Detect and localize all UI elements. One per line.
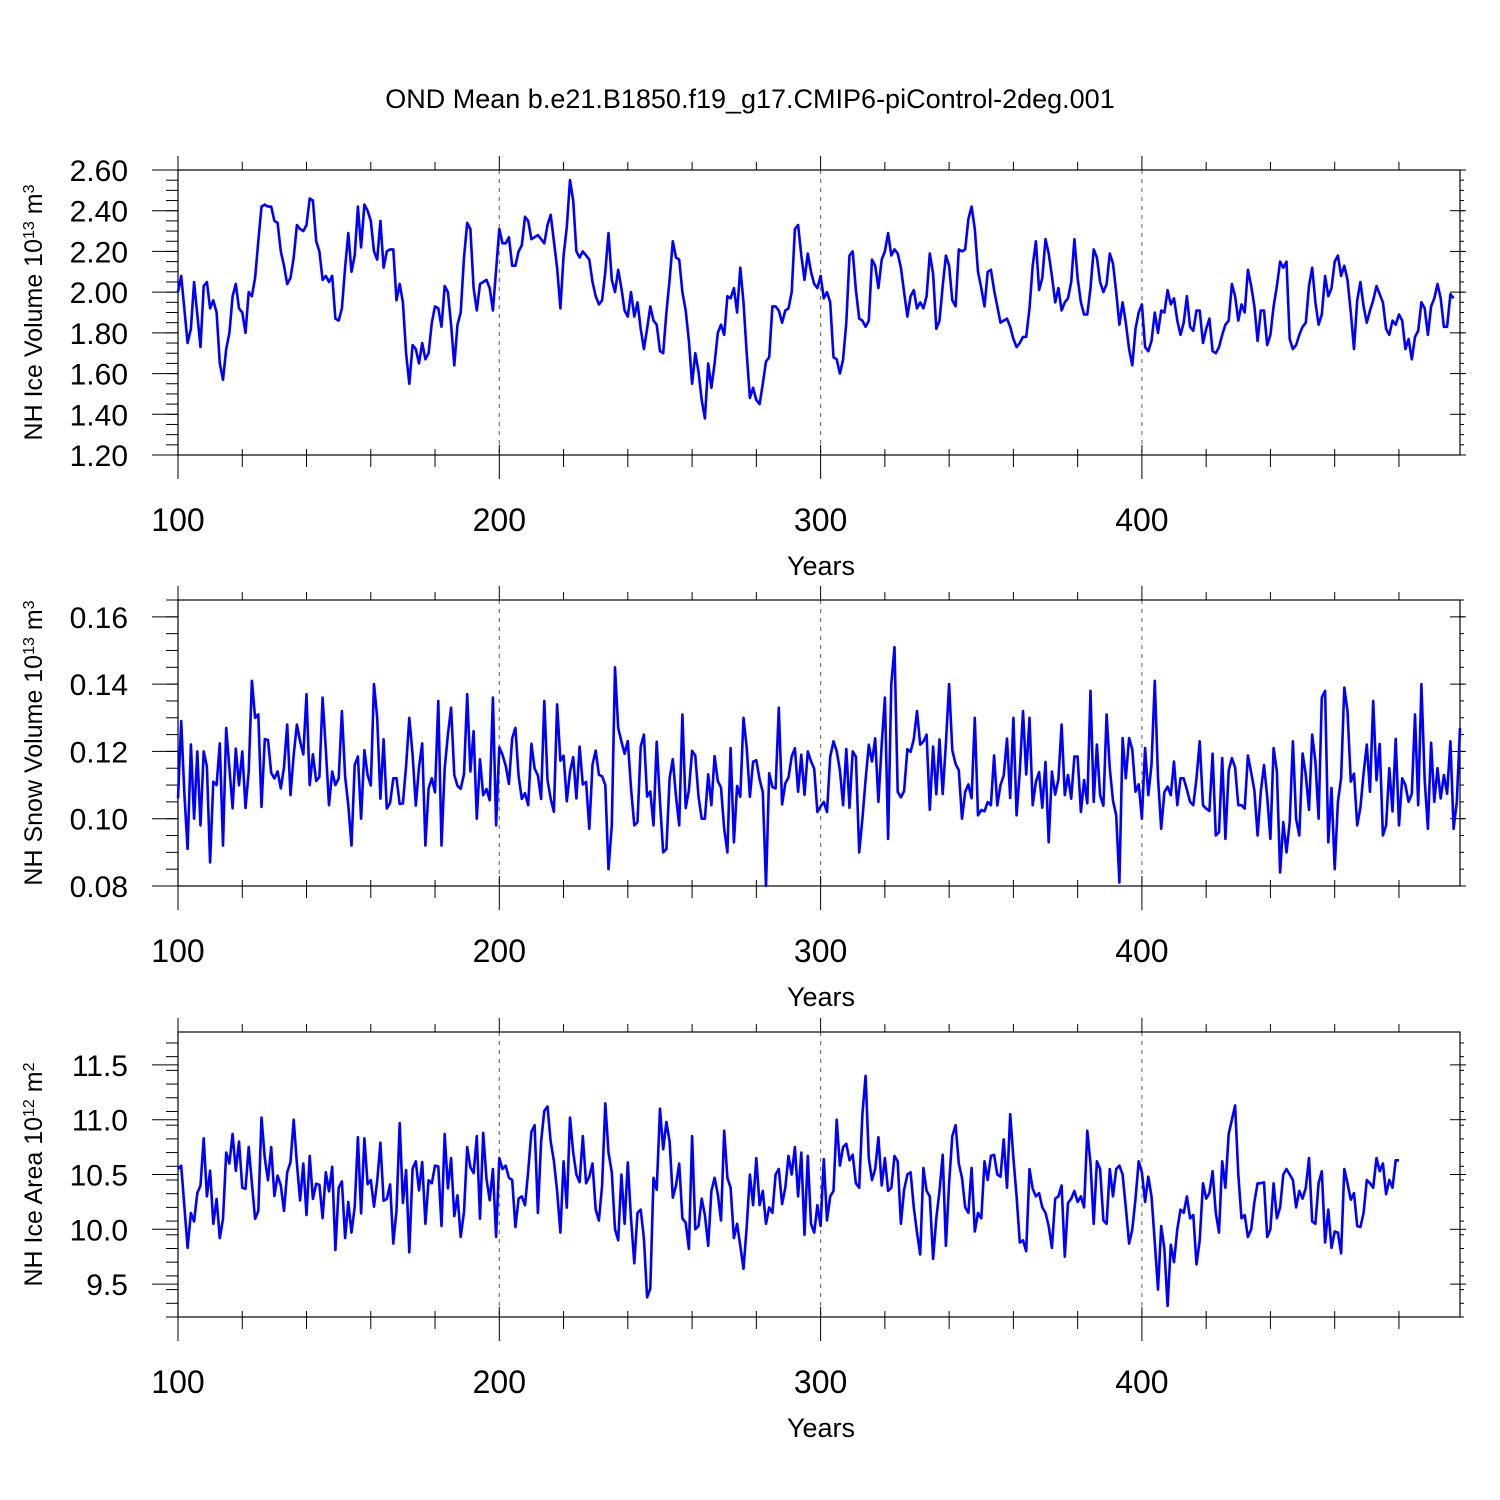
x-tick-label: 200 (473, 933, 526, 969)
y-axis-unit-power: 3 (21, 600, 38, 609)
y-axis-unit-exponent: 13 (21, 221, 38, 239)
y-axis-unit-power: 2 (21, 1062, 38, 1071)
y-tick-label: 2.00 (70, 277, 128, 310)
y-tick-label: 0.10 (70, 804, 128, 837)
plot-frame (177, 1031, 1461, 1318)
y-tick-label: 0.12 (70, 736, 128, 769)
y-tick-label: 2.40 (70, 196, 128, 229)
x-axis-label: Years (787, 1413, 855, 1443)
y-tick-label: 0.16 (70, 602, 128, 635)
x-tick-label: 300 (794, 502, 847, 538)
y-tick-label: 0.14 (70, 669, 128, 702)
plot-frame (177, 599, 1461, 887)
x-tick-label: 300 (794, 933, 847, 969)
y-axis-spacer (20, 1092, 48, 1099)
y-tick-label: 2.20 (70, 236, 128, 269)
x-tick-label: 100 (151, 1364, 204, 1400)
y-axis-spacer (20, 630, 48, 637)
y-tick-label: 10.0 (70, 1214, 128, 1247)
y-tick-label: 1.60 (70, 359, 128, 392)
y-axis-label-name: NH Snow Volume (20, 683, 48, 886)
y-axis-unit-exponent: 12 (21, 1099, 38, 1117)
chart-title: OND Mean b.e21.B1850.f19_g17.CMIP6-piCon… (385, 84, 1114, 114)
y-axis-unit-base: 10 (20, 1117, 48, 1145)
y-axis-unit-power: 3 (21, 184, 38, 193)
y-axis-unit-base: 10 (20, 239, 48, 267)
x-axis-label: Years (787, 551, 855, 581)
y-axis-unit: m (20, 609, 48, 630)
y-tick-label: 10.5 (70, 1160, 128, 1193)
y-tick-label: 11.0 (72, 1105, 128, 1138)
y-tick-label: 0.08 (70, 871, 128, 904)
y-axis-label: NH Snow Volume 1013 m3 (20, 600, 48, 885)
chart-panel-2: 100 200 300 400 0.08 0.10 0.12 0.14 0.16 Years NH … (20, 586, 1466, 1012)
x-tick-label: 400 (1115, 502, 1168, 538)
y-tick-label: 11.5 (72, 1050, 128, 1083)
chart-panels: 100 200 300 400 1.20 1.40 1.60 1.80 2.00 2.20 2.40… (20, 155, 1466, 1443)
x-tick-label: 100 (151, 933, 204, 969)
y-axis-unit: m (20, 193, 48, 214)
y-tick-label: 1.40 (70, 399, 128, 432)
series-line-1 (176, 178, 1455, 420)
y-axis-label-name: NH Ice Area (20, 1145, 48, 1287)
y-tick-label: 2.60 (70, 155, 128, 188)
y-tick-label: 1.20 (70, 440, 128, 473)
chart-panel-3: 100 200 300 400 9.5 10.0 10.5 11.0 11.5 Years NH I… (20, 1018, 1466, 1443)
series-line-3 (177, 1074, 1399, 1308)
y-tick-label: 9.5 (86, 1269, 128, 1302)
x-tick-label: 200 (473, 1364, 526, 1400)
x-tick-label: 100 (151, 502, 204, 538)
y-axis-unit: m (20, 1071, 48, 1092)
x-tick-label: 400 (1115, 933, 1168, 969)
x-axis-label: Years (787, 982, 855, 1012)
y-tick-label: 1.80 (70, 318, 128, 351)
y-axis-label-name: NH Ice Volume (20, 267, 48, 441)
series-line-2 (176, 645, 1462, 888)
x-tick-label: 300 (794, 1364, 847, 1400)
plot-frame (177, 169, 1461, 456)
y-axis-label: NH Ice Volume 1013 m3 (20, 184, 48, 440)
y-axis-unit-exponent: 13 (21, 637, 38, 655)
chart-panel-1: 100 200 300 400 1.20 1.40 1.60 1.80 2.00 2.20 2.40… (20, 155, 1466, 581)
y-axis-label: NH Ice Area 1012 m2 (20, 1062, 48, 1286)
y-axis-spacer (20, 214, 48, 221)
y-axis-unit-base: 10 (20, 655, 48, 683)
x-tick-label: 200 (473, 502, 526, 538)
x-tick-label: 400 (1115, 1364, 1168, 1400)
